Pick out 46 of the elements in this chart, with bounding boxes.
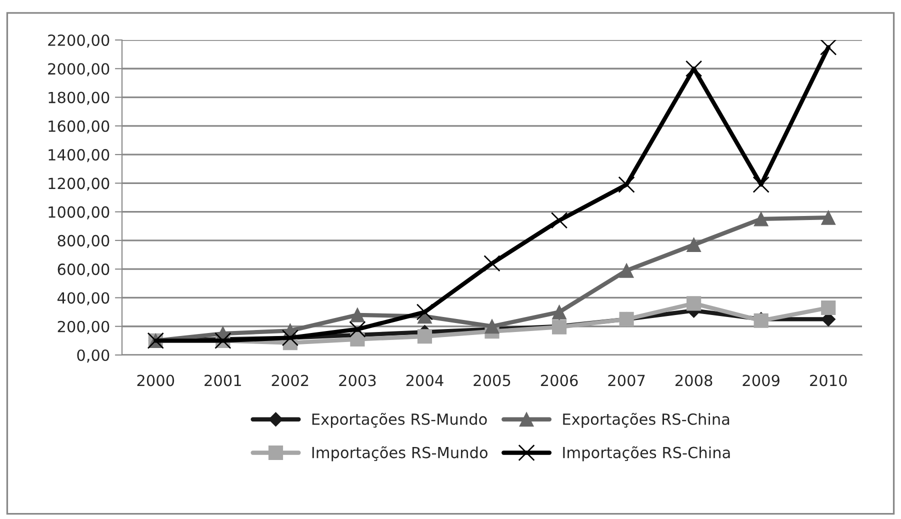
x-tick-label: 2005 xyxy=(474,374,510,386)
point xyxy=(686,296,702,311)
point xyxy=(821,210,836,225)
y-tick-label: 400,00 xyxy=(57,292,110,306)
y-tick-label: 1000,00 xyxy=(48,206,110,220)
point xyxy=(484,319,500,334)
y-tick-label: 800,00 xyxy=(58,234,110,248)
point xyxy=(552,304,567,320)
x-tick-label: 2000 xyxy=(137,374,174,386)
point xyxy=(350,332,365,347)
y-tick-label: 1400,00 xyxy=(48,149,110,162)
x-tick-label: 2003 xyxy=(339,374,376,386)
legend-label: Importações RS-Mundo xyxy=(312,446,488,462)
point xyxy=(416,304,434,320)
legend-label: Exportações RS-China xyxy=(563,412,730,428)
y-tick-label: 2000,00 xyxy=(48,63,110,76)
y-tick-label: 200,00 xyxy=(58,320,110,334)
y-tick-label: 0,00 xyxy=(77,349,110,363)
point xyxy=(550,212,568,229)
x-tick-label: 2002 xyxy=(272,374,308,386)
x-tick-label: 2008 xyxy=(675,374,712,386)
point xyxy=(349,320,366,338)
y-tick-label: 2200,00 xyxy=(48,34,110,48)
point xyxy=(752,176,770,193)
point xyxy=(484,255,500,272)
x-tick-label: 2006 xyxy=(540,374,578,386)
point xyxy=(685,60,702,77)
point xyxy=(686,237,702,252)
x-tick-label: 2007 xyxy=(608,374,645,386)
y-tick-label: 1600,00 xyxy=(48,120,110,134)
legend-label: Importações RS-China xyxy=(563,446,730,462)
point xyxy=(350,308,365,322)
legend-label: Exportações RS-Mundo xyxy=(312,412,487,428)
y-tick-label: 1800,00 xyxy=(48,92,110,105)
x-tick-label: 2009 xyxy=(742,374,780,386)
point xyxy=(820,40,837,56)
point xyxy=(821,300,836,316)
x-tick-label: 2010 xyxy=(810,374,847,386)
x-tick-label: 2004 xyxy=(406,374,444,386)
point xyxy=(754,212,768,226)
point xyxy=(619,263,634,278)
x-tick-label: 2001 xyxy=(204,374,241,386)
y-tick-label: 600,00 xyxy=(58,264,110,277)
y-tick-label: 1200,00 xyxy=(48,178,110,191)
point xyxy=(417,329,432,344)
point xyxy=(618,176,635,193)
